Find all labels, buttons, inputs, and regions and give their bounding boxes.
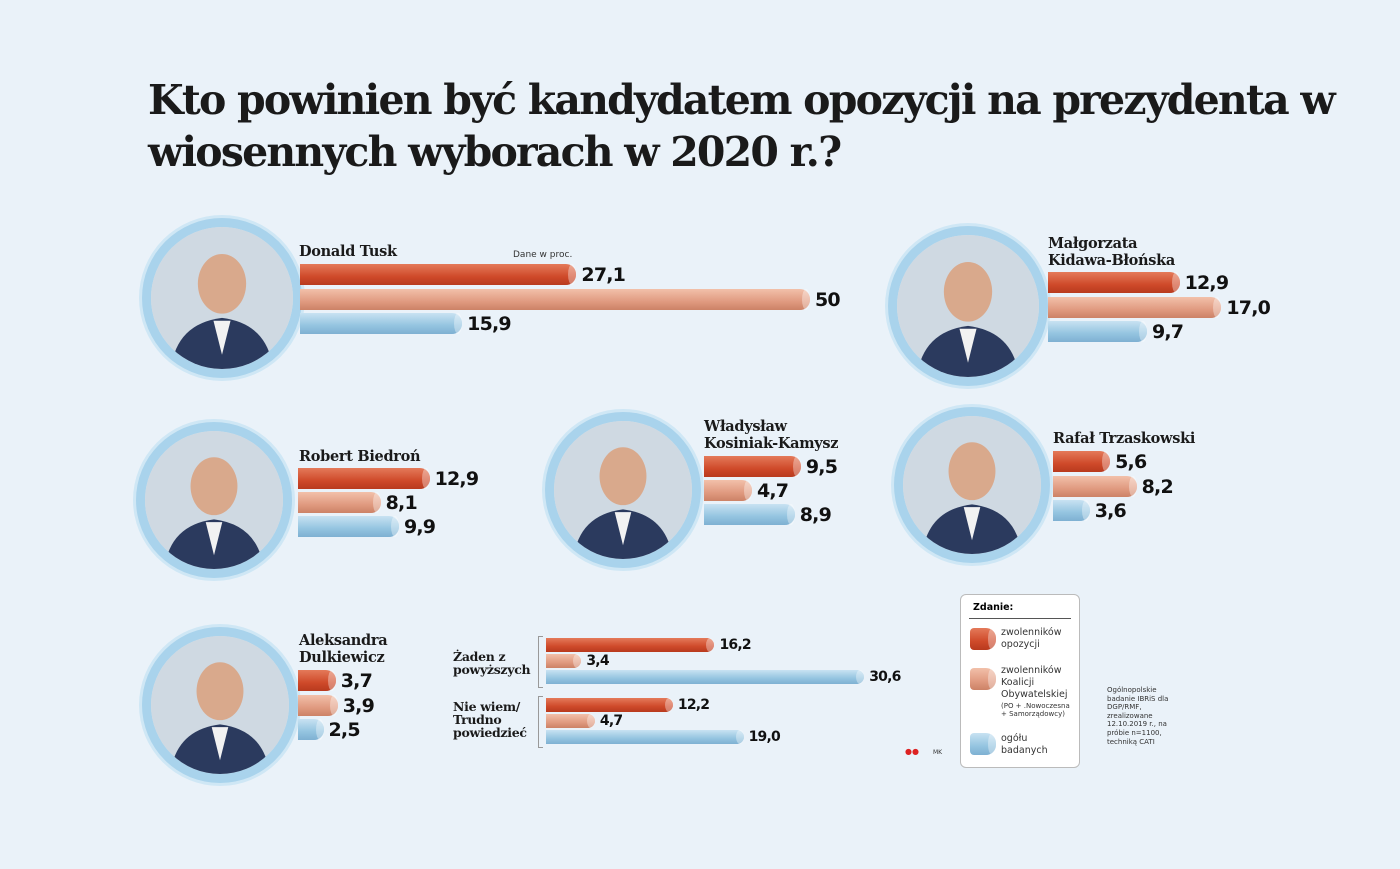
bar-opposition — [298, 468, 430, 489]
value-label-all: 3,6 — [1094, 500, 1127, 522]
bracket — [538, 636, 543, 688]
bracket — [538, 696, 543, 748]
legend: Zdanie: zwolenników opozycji zwolenników… — [960, 594, 1080, 768]
candidate-name: Aleksandra Dulkiewicz — [299, 632, 388, 666]
legend-swatch-ko — [970, 668, 996, 690]
value-label-all: 30,6 — [869, 669, 901, 685]
chart-title: Kto powinien być kandydatem opozycji na … — [148, 76, 1336, 176]
bar-opposition — [704, 456, 801, 477]
value-label-opposition: 12,9 — [1184, 272, 1229, 294]
bar-all — [546, 670, 865, 684]
value-label-ko: 3,9 — [342, 694, 375, 717]
dgp-logo: ●● — [905, 747, 919, 756]
candidate-name: Władysław Kosiniak-Kamysz — [704, 418, 839, 452]
value-label-opposition: 9,5 — [805, 456, 838, 478]
value-label-ko: 3,4 — [586, 653, 609, 669]
bar-all — [1048, 321, 1147, 342]
legend-note-ko: (PO + .Nowoczesna + Samorządowcy) — [1001, 702, 1070, 718]
bar-ko — [298, 492, 381, 513]
unit-note: Dane w proc. — [513, 250, 573, 260]
candidate-name: Nie wiem/ Trudno powiedzieć — [453, 699, 527, 740]
legend-title: Zdanie: — [973, 602, 1014, 613]
value-label-all: 8,9 — [799, 504, 832, 526]
value-label-opposition: 16,2 — [719, 637, 751, 653]
legend-swatch-opposition — [970, 628, 996, 650]
bar-ko — [704, 480, 752, 501]
bar-opposition — [546, 698, 673, 712]
bar-opposition — [298, 670, 336, 691]
bar-opposition — [1053, 451, 1111, 472]
candidate-name: Żaden z powyższych — [453, 649, 531, 677]
bar-ko — [546, 714, 595, 728]
candidate-name: Małgorzata Kidawa-Błońska — [1048, 235, 1175, 269]
bar-opposition — [546, 638, 715, 652]
portrait-photo — [151, 227, 293, 369]
bar-ko — [298, 694, 338, 716]
legend-divider — [969, 618, 1071, 619]
legend-label-ko: zwolenników Koalicji Obywatelskiej — [1001, 665, 1068, 700]
bar-ko — [1053, 475, 1137, 497]
value-label-ko: 8,2 — [1141, 475, 1174, 498]
portrait-photo — [151, 636, 289, 774]
legend-label-all: ogółu badanych — [1001, 733, 1048, 756]
bar-all — [1053, 500, 1090, 521]
legend-label-opposition: zwolenników opozycji — [1001, 627, 1062, 650]
value-label-opposition: 12,9 — [434, 468, 479, 490]
portrait-photo — [145, 431, 283, 569]
source-note: Ogólnopolskie badanie IBRiS dla DGP/RMF,… — [1107, 686, 1169, 746]
value-label-all: 2,5 — [328, 719, 361, 741]
value-label-all: 9,9 — [403, 516, 436, 538]
value-label-ko: 4,7 — [756, 480, 789, 502]
bar-ko — [1048, 296, 1222, 318]
value-label-ko: 8,1 — [385, 492, 418, 514]
value-label-all: 19,0 — [748, 729, 781, 745]
candidate-name: Donald Tusk — [299, 243, 397, 260]
bar-ko — [546, 654, 582, 668]
legend-swatch-all — [970, 733, 996, 755]
bar-opposition — [1048, 272, 1180, 293]
value-label-all: 9,7 — [1151, 321, 1184, 343]
value-label-opposition: 12,2 — [677, 697, 710, 713]
value-label-ko: 50 — [815, 288, 841, 311]
bar-all — [546, 730, 744, 744]
candidate-name: Rafał Trzaskowski — [1053, 430, 1196, 447]
bar-all — [298, 516, 399, 537]
candidate-name: Robert Biedroń — [299, 448, 421, 465]
value-label-ko: 17,0 — [1226, 296, 1271, 319]
bar-all — [300, 313, 463, 334]
bar-opposition — [300, 264, 577, 285]
value-label-all: 15,9 — [467, 313, 511, 335]
bar-all — [298, 719, 324, 740]
portrait-photo — [554, 421, 692, 559]
portrait-photo — [903, 416, 1041, 554]
value-label-opposition: 5,6 — [1115, 451, 1147, 473]
author: MK — [933, 749, 943, 756]
bar-ko — [300, 288, 810, 310]
value-label-ko: 4,7 — [599, 713, 623, 729]
bar-all — [704, 504, 795, 525]
portrait-photo — [897, 235, 1039, 377]
value-label-opposition: 27,1 — [581, 264, 626, 286]
value-label-opposition: 3,7 — [340, 670, 373, 692]
